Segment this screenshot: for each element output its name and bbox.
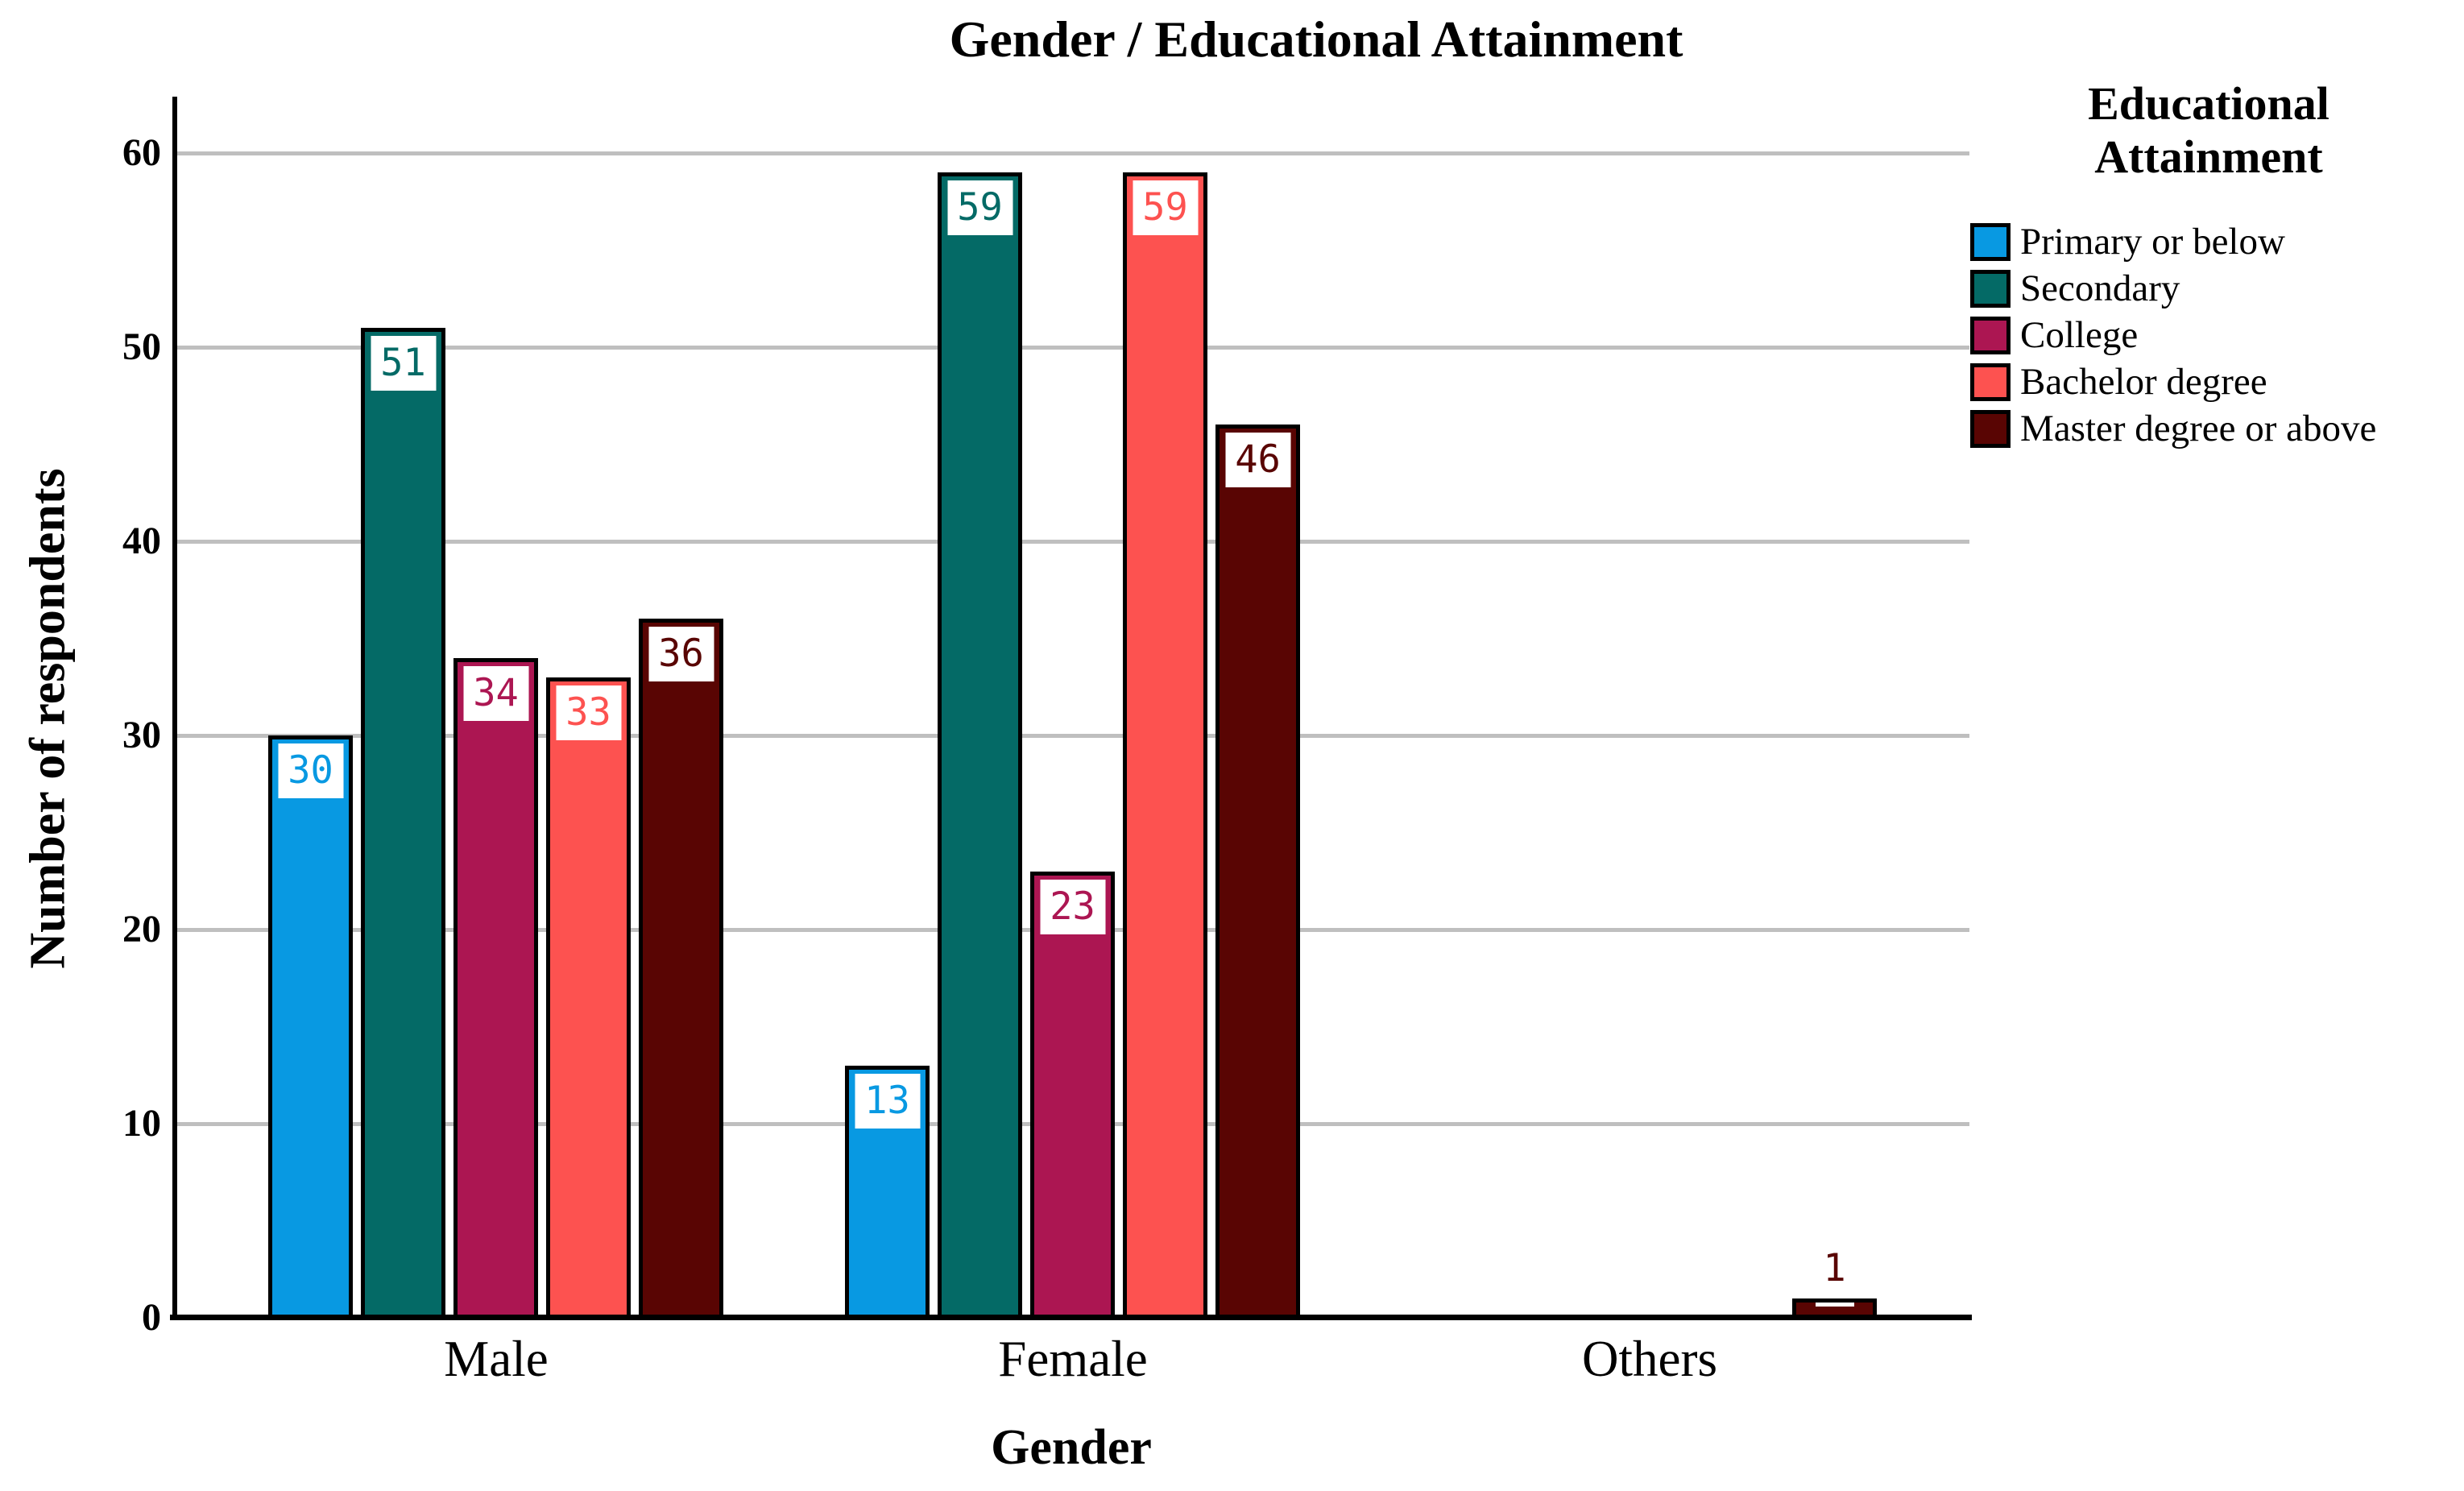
legend-label-bachelor-degree: Bachelor degree [2020,361,2267,403]
legend-label-master-degree-or-above: Master degree or above [2020,408,2377,449]
legend-swatch-bachelor-degree [1970,363,2011,401]
legend-label-primary-or-below: Primary or below [2020,221,2285,263]
bar-male-primary-or-below: 30 [268,735,353,1320]
y-tick-label-60: 60 [122,131,161,174]
x-tick-label-others: Others [1582,1331,1717,1387]
x-axis-title: Gender [991,1420,1152,1475]
legend-swatch-primary-or-below [1970,223,2011,261]
bar-top-notch [1815,1303,1854,1307]
y-tick-label-0: 0 [142,1296,161,1339]
legend-title: Educational Attainment [2088,77,2329,184]
y-tick-label-40: 40 [122,520,161,562]
bar-male-college: 34 [453,658,538,1320]
x-tick-label-female: Female [998,1331,1148,1387]
bar-value-label: 34 [463,666,528,721]
bar-male-secondary: 51 [361,328,445,1320]
bar-value-label: 1 [1823,1246,1846,1290]
legend-title-line2: Attainment [2094,130,2323,183]
bar-male-master-degree-or-above: 36 [639,619,723,1320]
legend-swatch-college [1970,317,2011,354]
chart-title: Gender / Educational Attainment [949,10,1683,68]
bar-value-label: 13 [855,1074,920,1129]
legend-label-college: College [2020,314,2139,356]
bar-female-primary-or-below: 13 [845,1066,930,1320]
bar-female-master-degree-or-above: 46 [1215,425,1300,1320]
bar-female-college: 23 [1030,872,1115,1320]
bar-value-label: 51 [371,336,436,391]
bar-value-label: 46 [1225,433,1290,487]
bar-female-bachelor-degree: 59 [1123,172,1207,1320]
bar-value-label: 36 [648,627,714,681]
bar-value-label: 59 [947,180,1013,235]
y-axis-line [172,97,177,1320]
gridline-60 [176,151,1969,155]
bar-value-label: 23 [1040,880,1105,934]
bar-value-label: 59 [1133,180,1198,235]
legend-label-secondary: Secondary [2020,267,2180,309]
legend-swatch-master-degree-or-above [1970,410,2011,448]
y-tick-label-10: 10 [122,1102,161,1145]
bar-female-secondary: 59 [938,172,1022,1320]
legend-title-line1: Educational [2088,77,2329,130]
bar-value-label: 30 [278,743,343,798]
x-axis-line [170,1315,1972,1320]
y-tick-label-20: 20 [122,908,161,951]
gridline-50 [176,346,1969,350]
bar-value-label: 33 [556,685,621,740]
bar-male-bachelor-degree: 33 [546,677,631,1320]
gridline-40 [176,540,1969,544]
legend-swatch-secondary [1970,270,2011,308]
y-tick-label-30: 30 [122,714,161,756]
x-tick-label-male: Male [444,1331,549,1387]
gridline-30 [176,734,1969,738]
y-tick-label-50: 50 [122,325,161,368]
